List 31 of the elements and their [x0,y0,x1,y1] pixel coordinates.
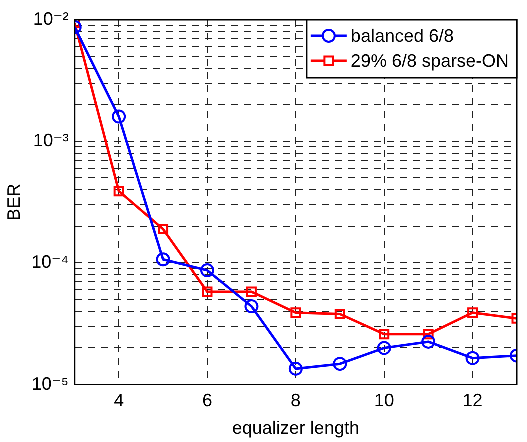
point [112,110,126,124]
legend-label: 29% 6/8 sparse-ON [350,50,510,71]
point [200,264,214,278]
legend-label: balanced 6/8 [350,26,454,46]
point [423,329,434,340]
point [466,351,480,366]
x-tick-label: 10 [374,390,394,411]
point [379,329,390,340]
point [288,362,303,376]
point [333,357,348,372]
y-tick-label: 10⁻⁴ [32,252,69,272]
x-tick-label: 12 [462,390,483,411]
y-tick-label: 10⁻² [33,8,69,29]
x-tick-label: 8 [290,390,301,411]
y-tick-label: 10⁻⁵ [32,374,69,394]
point [158,224,169,235]
point [377,341,392,356]
point [334,309,346,320]
x-tick-label: 4 [114,390,124,411]
point [202,286,213,298]
point [422,334,436,349]
x-axis-title: equalizer length [232,418,360,438]
point [114,186,124,197]
y-axis-title: BER [4,184,24,221]
y-tick-label: 10⁻³ [33,130,69,151]
point [156,252,170,267]
point [244,300,259,314]
point [468,308,478,318]
point [246,286,257,298]
point [290,308,302,318]
x-tick-label: 6 [202,390,213,411]
